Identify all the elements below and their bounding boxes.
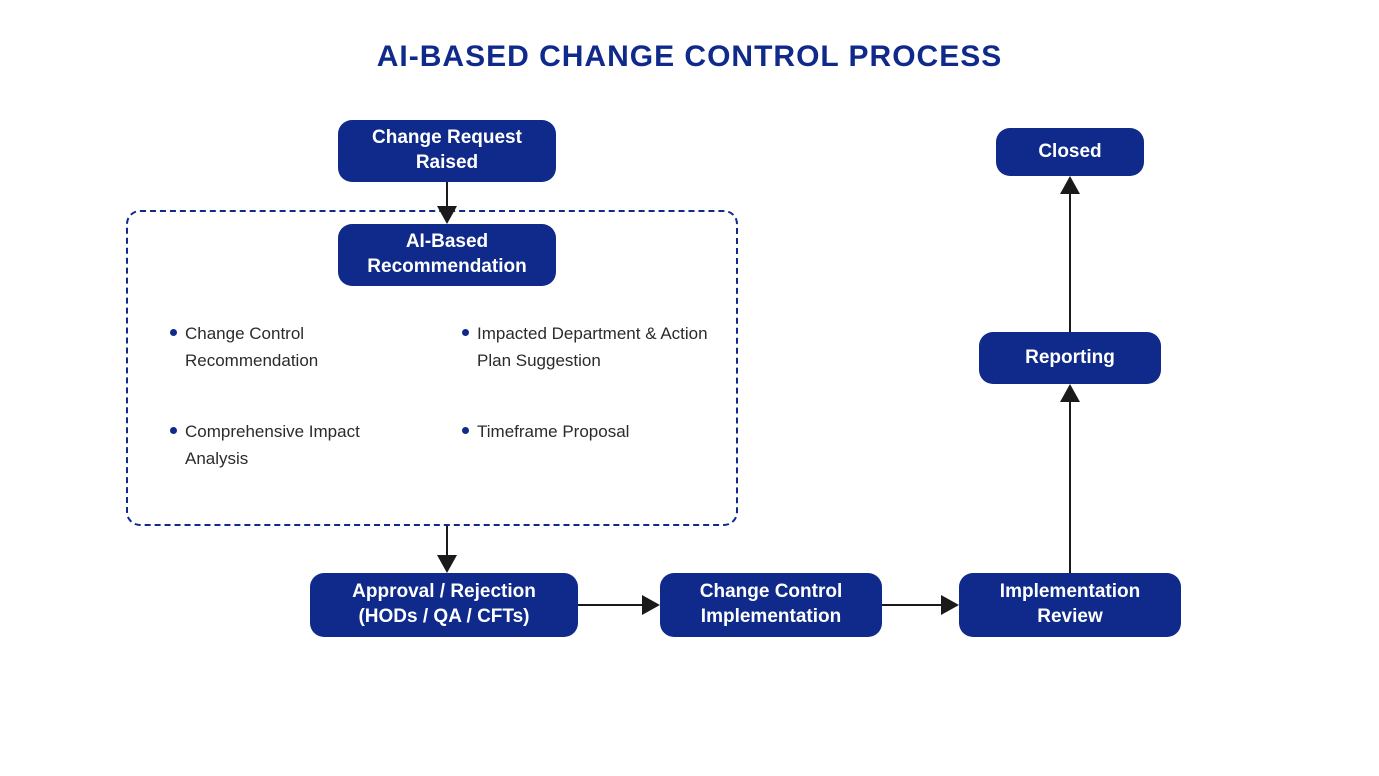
diagram-title: AI-BASED CHANGE CONTROL PROCESS: [0, 40, 1379, 74]
bullet-change-control-rec: Change Control Recommendation: [170, 320, 370, 374]
bullet-dot-icon: [462, 427, 469, 434]
bullet-text: Timeframe Proposal: [477, 418, 629, 445]
bullet-text: Change Control Recommendation: [185, 320, 370, 374]
node-ai-recommendation: AI-BasedRecommendation: [338, 224, 556, 286]
node-approval: Approval / Rejection(HODs / QA / CFTs): [310, 573, 578, 637]
bullet-dot-icon: [170, 329, 177, 336]
bullet-impact-analysis: Comprehensive Impact Analysis: [170, 418, 370, 472]
bullet-dot-icon: [170, 427, 177, 434]
node-review: ImplementationReview: [959, 573, 1181, 637]
bullet-text: Impacted Department & Action Plan Sugges…: [477, 320, 712, 374]
node-change-request: Change RequestRaised: [338, 120, 556, 182]
bullet-impacted-dept: Impacted Department & Action Plan Sugges…: [462, 320, 712, 374]
bullet-text: Comprehensive Impact Analysis: [185, 418, 370, 472]
node-implementation: Change ControlImplementation: [660, 573, 882, 637]
bullet-timeframe: Timeframe Proposal: [462, 418, 712, 445]
node-closed: Closed: [996, 128, 1144, 176]
node-reporting: Reporting: [979, 332, 1161, 384]
bullet-dot-icon: [462, 329, 469, 336]
